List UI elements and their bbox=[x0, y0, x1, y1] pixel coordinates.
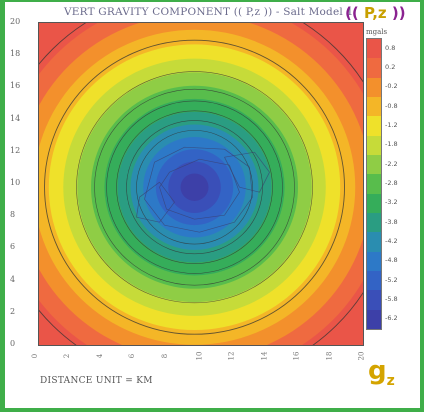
colorbar-label: -5.2 bbox=[385, 275, 398, 284]
colorbar-label: -1.8 bbox=[385, 140, 398, 149]
colorbar-label: 0.2 bbox=[385, 63, 396, 71]
colorbar-segment bbox=[367, 193, 381, 214]
contour-line bbox=[136, 130, 253, 245]
colorbar-segment bbox=[367, 232, 381, 253]
colorbar-label: 0.8 bbox=[385, 43, 396, 52]
contour-line bbox=[76, 71, 313, 304]
salt-body-outline bbox=[159, 158, 240, 220]
x-tick-label: 6 bbox=[128, 353, 137, 359]
colorbar-label: -3.8 bbox=[385, 217, 398, 226]
gravity-map bbox=[38, 22, 364, 346]
y-tick-label: 6 bbox=[10, 242, 16, 252]
frame-border-bottom bbox=[0, 408, 424, 412]
x-axis-label: DISTANCE UNIT = KM bbox=[40, 376, 153, 386]
y-tick-label: 18 bbox=[10, 49, 21, 59]
colorbar-segment bbox=[367, 155, 381, 175]
colorbar-segment bbox=[367, 77, 381, 98]
y-tick-label: 20 bbox=[10, 17, 21, 26]
colorbar-label: -5.8 bbox=[385, 295, 398, 303]
y-tick-label: 4 bbox=[10, 274, 16, 284]
x-tick-label: 10 bbox=[195, 351, 204, 361]
gravity-map-svg bbox=[39, 23, 363, 345]
colorbar-segment bbox=[367, 174, 381, 195]
y-tick-label: 8 bbox=[10, 210, 16, 220]
contour-line bbox=[106, 100, 283, 274]
frame-border-top bbox=[0, 0, 424, 2]
gz-main: g bbox=[368, 356, 387, 386]
y-tick-label: 16 bbox=[10, 81, 21, 91]
y-tick-label: 0 bbox=[10, 339, 16, 348]
colorbar-segment bbox=[367, 251, 381, 272]
colorbar-label: -2.2 bbox=[385, 159, 398, 168]
gz-sub: z bbox=[386, 373, 395, 390]
y-tick-label: 12 bbox=[10, 145, 21, 155]
colorbar-segment bbox=[367, 213, 381, 233]
badge-prefix: (( bbox=[345, 4, 359, 22]
contour-line bbox=[94, 88, 295, 286]
colorbar bbox=[366, 38, 382, 330]
x-tick-label: 0 bbox=[31, 353, 40, 359]
x-tick-label: 16 bbox=[292, 351, 301, 361]
colorbar-label: -4.2 bbox=[385, 237, 398, 245]
y-tick-label: 2 bbox=[10, 306, 16, 316]
x-tick-label: 14 bbox=[260, 351, 269, 361]
frame-border-right bbox=[420, 0, 424, 412]
badge-suffix: )) bbox=[391, 4, 406, 22]
x-tick-label: 20 bbox=[357, 351, 366, 361]
pz-badge: (( P,z )) bbox=[345, 4, 406, 22]
x-tick-label: 8 bbox=[160, 353, 169, 359]
colorbar-label: -0.8 bbox=[385, 101, 398, 110]
x-tick-label: 12 bbox=[227, 351, 236, 361]
colorbar-segment bbox=[367, 135, 381, 156]
colorbar-label: -2.8 bbox=[385, 179, 398, 187]
x-tick-label: 4 bbox=[96, 353, 105, 359]
salt-body-outline bbox=[144, 146, 253, 233]
colorbar-label: -3.2 bbox=[385, 198, 398, 207]
y-tick-label: 10 bbox=[10, 178, 21, 187]
x-tick-label: 18 bbox=[325, 351, 334, 361]
colorbar-segment bbox=[367, 271, 381, 291]
colorbar-label: -0.2 bbox=[385, 82, 398, 91]
colorbar-label: -4.8 bbox=[385, 256, 398, 265]
contour-line bbox=[116, 110, 273, 264]
colorbar-segment bbox=[367, 290, 381, 311]
salt-body-outline bbox=[136, 181, 175, 223]
y-tick-label: 14 bbox=[10, 113, 21, 123]
frame-border-left bbox=[0, 0, 5, 412]
colorbar-label: -6.2 bbox=[385, 314, 398, 323]
colorbar-segment bbox=[367, 116, 381, 137]
badge-mid: P,z bbox=[363, 4, 387, 22]
colorbar-segment bbox=[367, 58, 381, 79]
contour-band-14 bbox=[180, 173, 209, 201]
chart-title: VERT GRAVITY COMPONENT (( P,z )) - Salt … bbox=[64, 6, 354, 18]
colorbar-units: mgals bbox=[366, 28, 388, 36]
gz-symbol: gz bbox=[368, 356, 395, 389]
x-tick-label: 2 bbox=[63, 353, 72, 359]
colorbar-label: -1.2 bbox=[385, 121, 398, 129]
salt-body-outline bbox=[224, 151, 270, 193]
contour-line bbox=[44, 39, 345, 335]
contour-line bbox=[126, 120, 263, 255]
colorbar-segment bbox=[367, 39, 381, 59]
colorbar-segment bbox=[367, 97, 381, 117]
colorbar-segment bbox=[367, 309, 381, 330]
